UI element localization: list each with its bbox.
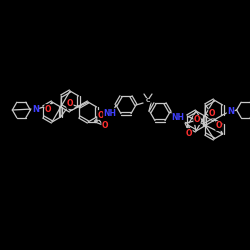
Text: C: C	[146, 98, 150, 103]
Text: NH: NH	[172, 114, 184, 122]
Text: N: N	[227, 106, 234, 116]
Text: O: O	[67, 100, 73, 108]
Text: O: O	[209, 109, 215, 118]
Text: O: O	[194, 116, 200, 124]
Text: N: N	[32, 104, 39, 114]
Text: NH: NH	[104, 108, 117, 118]
Text: O: O	[216, 122, 222, 130]
Text: O: O	[186, 128, 192, 138]
Text: O: O	[102, 122, 108, 130]
Text: O: O	[45, 104, 51, 114]
Text: O: O	[98, 110, 104, 120]
